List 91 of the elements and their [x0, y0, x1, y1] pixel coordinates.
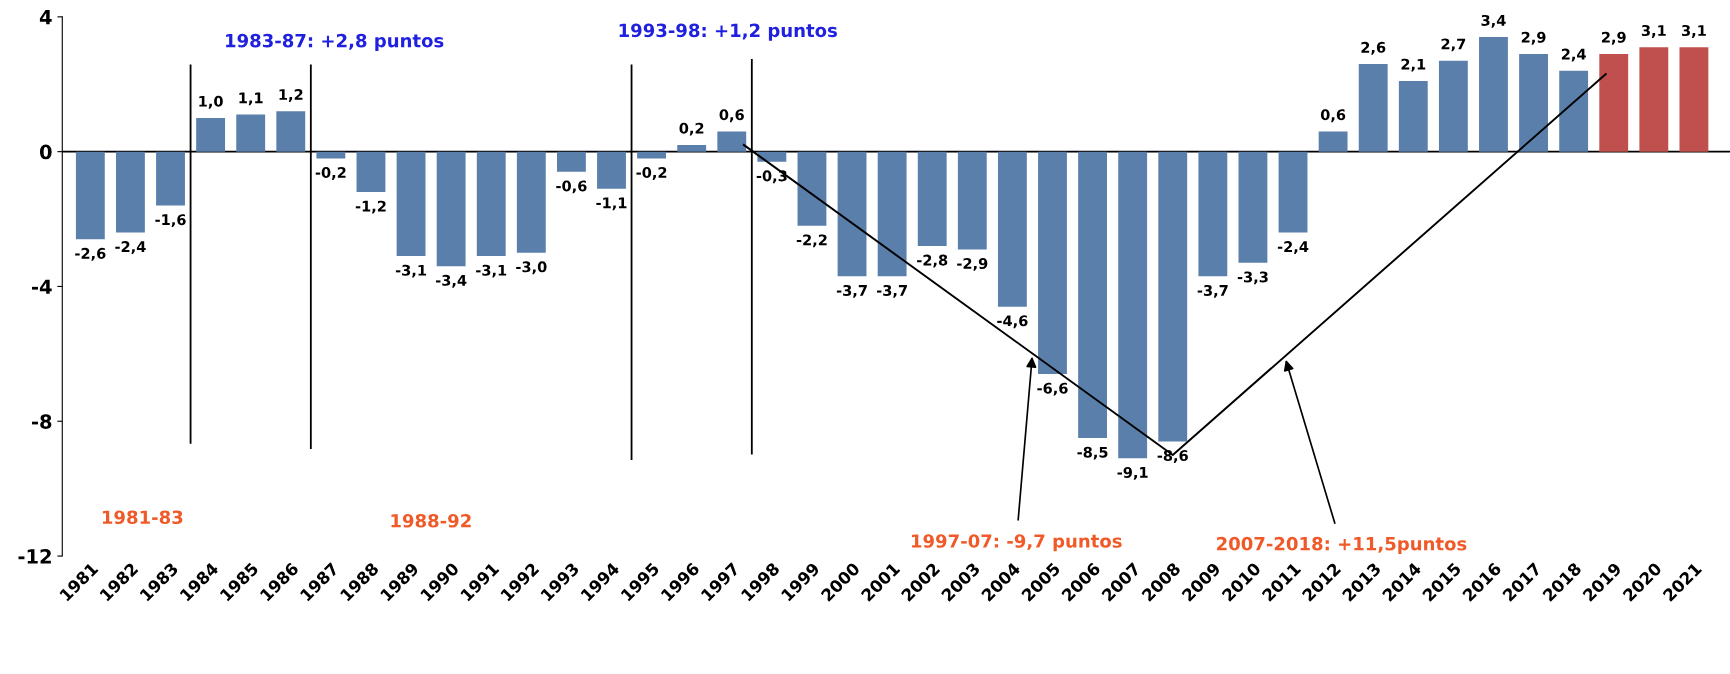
data-label: -0,2: [315, 166, 346, 180]
bar: [356, 151, 386, 193]
annotation: 2007-2018: +11,5puntos: [1217, 536, 1467, 554]
bar: [1318, 131, 1348, 152]
data-label: 2,9: [1521, 31, 1546, 45]
bar: [1599, 53, 1629, 152]
bar: [917, 151, 947, 247]
bar: [556, 151, 586, 172]
bar: [1679, 47, 1709, 152]
data-label: -3,3: [1237, 271, 1268, 285]
bar: [997, 151, 1027, 307]
data-label: 2,1: [1401, 58, 1426, 72]
data-label: -2,2: [796, 234, 827, 248]
data-label: -3,1: [395, 264, 426, 278]
y-tick-label: -12: [18, 549, 51, 564]
data-label: -2,9: [957, 257, 988, 271]
annotation: 1981-83: [102, 510, 183, 525]
bar: [1038, 151, 1067, 375]
y-tick-label: 0: [39, 144, 52, 160]
bar: [1198, 151, 1228, 277]
data-label: -3,0: [516, 261, 547, 275]
bar: [116, 151, 145, 233]
data-label: -1,2: [355, 200, 386, 214]
data-label: -3,7: [836, 284, 867, 298]
bar: [156, 151, 185, 206]
data-label: 2,7: [1441, 38, 1466, 52]
bar: [757, 151, 787, 162]
bar: [1158, 151, 1188, 442]
annotation: 1993-98: +1,2 puntos: [619, 23, 837, 41]
bar: [837, 151, 867, 277]
bar: [1559, 70, 1589, 152]
data-label: 2,4: [1561, 48, 1586, 62]
bar: [236, 114, 266, 152]
data-label: -3,7: [1197, 284, 1228, 298]
bar: [717, 131, 747, 152]
bar: [877, 151, 907, 277]
data-label: -0,3: [756, 170, 787, 184]
y-tick-label: 4: [39, 10, 52, 25]
data-label: -9,1: [1117, 466, 1148, 480]
data-label: -8,5: [1077, 446, 1108, 460]
data-label: -1,6: [155, 214, 186, 228]
bar: [476, 151, 506, 257]
data-label: 3,4: [1481, 14, 1506, 28]
data-label: -2,4: [115, 241, 146, 255]
bar: [196, 117, 226, 152]
bar: [1438, 60, 1468, 152]
bar: [597, 151, 626, 189]
bar: [1398, 80, 1428, 152]
data-label: 1,2: [279, 89, 303, 102]
bar: [396, 151, 426, 257]
annotation: 1997-07: -9,7 puntos: [911, 534, 1122, 552]
data-label: -6,6: [1037, 382, 1068, 396]
bar: [797, 151, 827, 226]
bar: [1078, 151, 1108, 439]
y-tick-label: -4: [32, 279, 52, 294]
bar: [1639, 47, 1669, 152]
data-label: -2,4: [1277, 241, 1309, 255]
data-label: 1,0: [199, 95, 223, 109]
bar: [677, 144, 707, 152]
data-label: -4,6: [997, 315, 1028, 329]
data-label: 0,2: [679, 122, 704, 136]
data-label: -3,7: [876, 284, 907, 298]
data-label: -1,1: [596, 197, 627, 211]
annotation: 1983-87: +2,8 puntos: [226, 33, 444, 51]
data-label: 0,6: [1320, 109, 1346, 123]
data-label: 2,9: [1601, 31, 1626, 45]
data-label: -3,4: [436, 274, 467, 288]
bar: [1519, 53, 1548, 152]
data-label: -2,6: [75, 247, 106, 261]
data-label: -0,2: [636, 166, 667, 180]
bar: [957, 151, 987, 250]
data-label: -8,6: [1157, 450, 1188, 463]
bar: [1358, 64, 1388, 152]
bar: [436, 151, 466, 267]
data-label: -0,6: [556, 180, 587, 194]
annotation: 1988-92: [391, 513, 471, 528]
data-label: 3,1: [1681, 24, 1706, 38]
bar: [1479, 37, 1508, 152]
data-label: -3,1: [476, 264, 507, 278]
data-label: 1,1: [239, 92, 263, 106]
bar: [276, 111, 306, 152]
bar: [75, 151, 105, 240]
data-label: -2,8: [917, 254, 948, 268]
y-tick-label: -8: [32, 414, 52, 429]
data-label: 2,6: [1361, 41, 1386, 55]
data-label: 3,1: [1641, 24, 1666, 38]
bar: [1238, 151, 1268, 263]
bar: [1118, 151, 1148, 459]
bar: [1278, 151, 1308, 233]
bar: [516, 151, 546, 253]
data-label: 0,6: [719, 109, 744, 123]
